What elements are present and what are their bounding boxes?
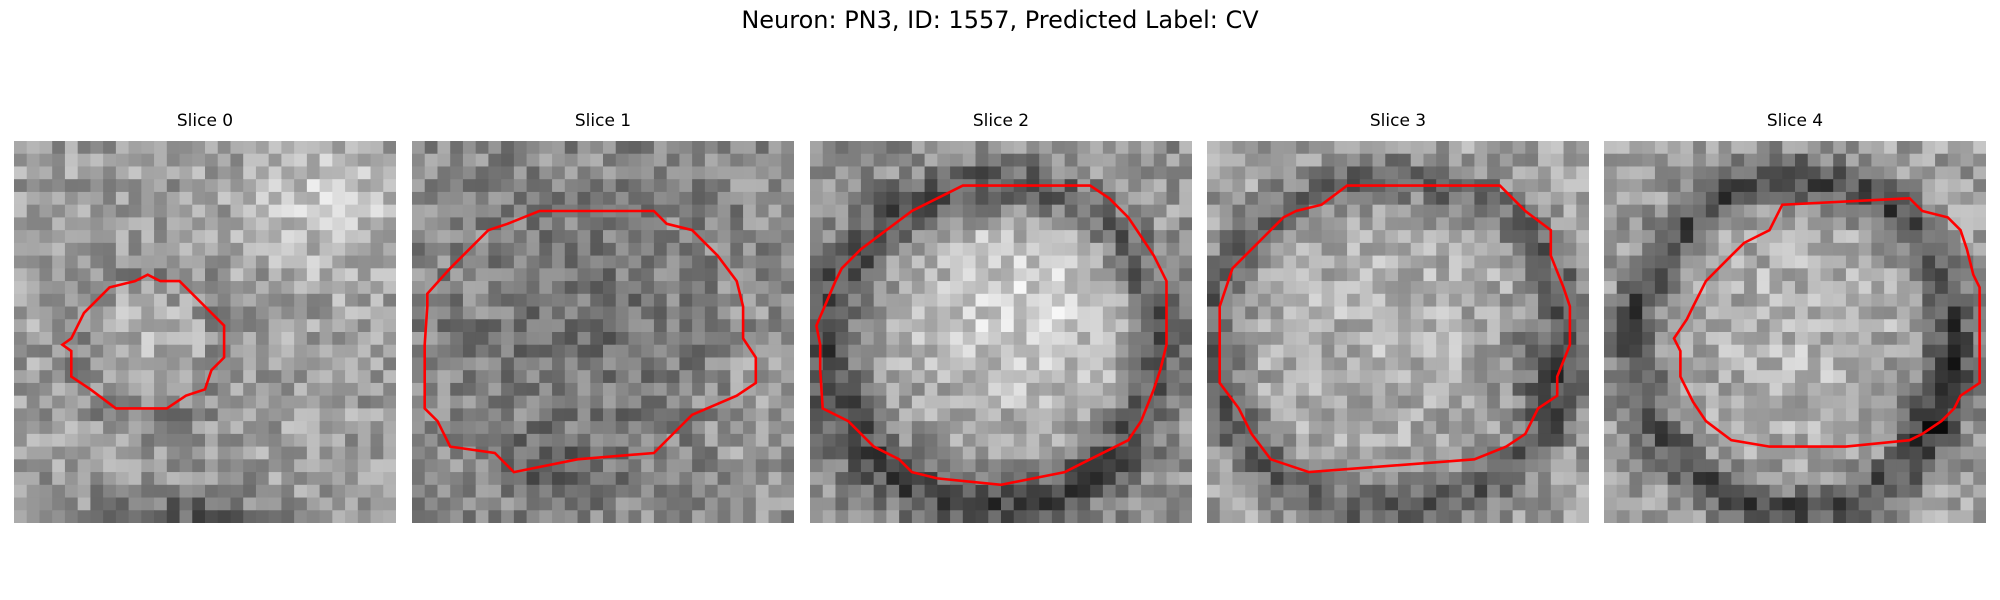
- pixel-grid: [412, 141, 794, 523]
- pixel-grid: [14, 141, 396, 523]
- slice-panel-1: Slice 1: [412, 110, 794, 523]
- pixel-grid: [1604, 141, 1986, 523]
- slice-panel-3: Slice 3: [1207, 110, 1589, 523]
- slice-title-3: Slice 3: [1207, 110, 1589, 132]
- slice-panel-4: Slice 4: [1604, 110, 1986, 523]
- pixel-grid: [810, 141, 1192, 523]
- slice-title-4: Slice 4: [1604, 110, 1986, 132]
- slice-image-0: [14, 141, 396, 523]
- slice-title-2: Slice 2: [810, 110, 1192, 132]
- slice-image-3: [1207, 141, 1589, 523]
- slice-image-1: [412, 141, 794, 523]
- slice-image-4: [1604, 141, 1986, 523]
- slice-title-0: Slice 0: [14, 110, 396, 132]
- slice-title-1: Slice 1: [412, 110, 794, 132]
- slice-image-2: [810, 141, 1192, 523]
- slice-panel-0: Slice 0: [14, 110, 396, 523]
- figure-title: Neuron: PN3, ID: 1557, Predicted Label: …: [0, 6, 2000, 34]
- slice-panel-2: Slice 2: [810, 110, 1192, 523]
